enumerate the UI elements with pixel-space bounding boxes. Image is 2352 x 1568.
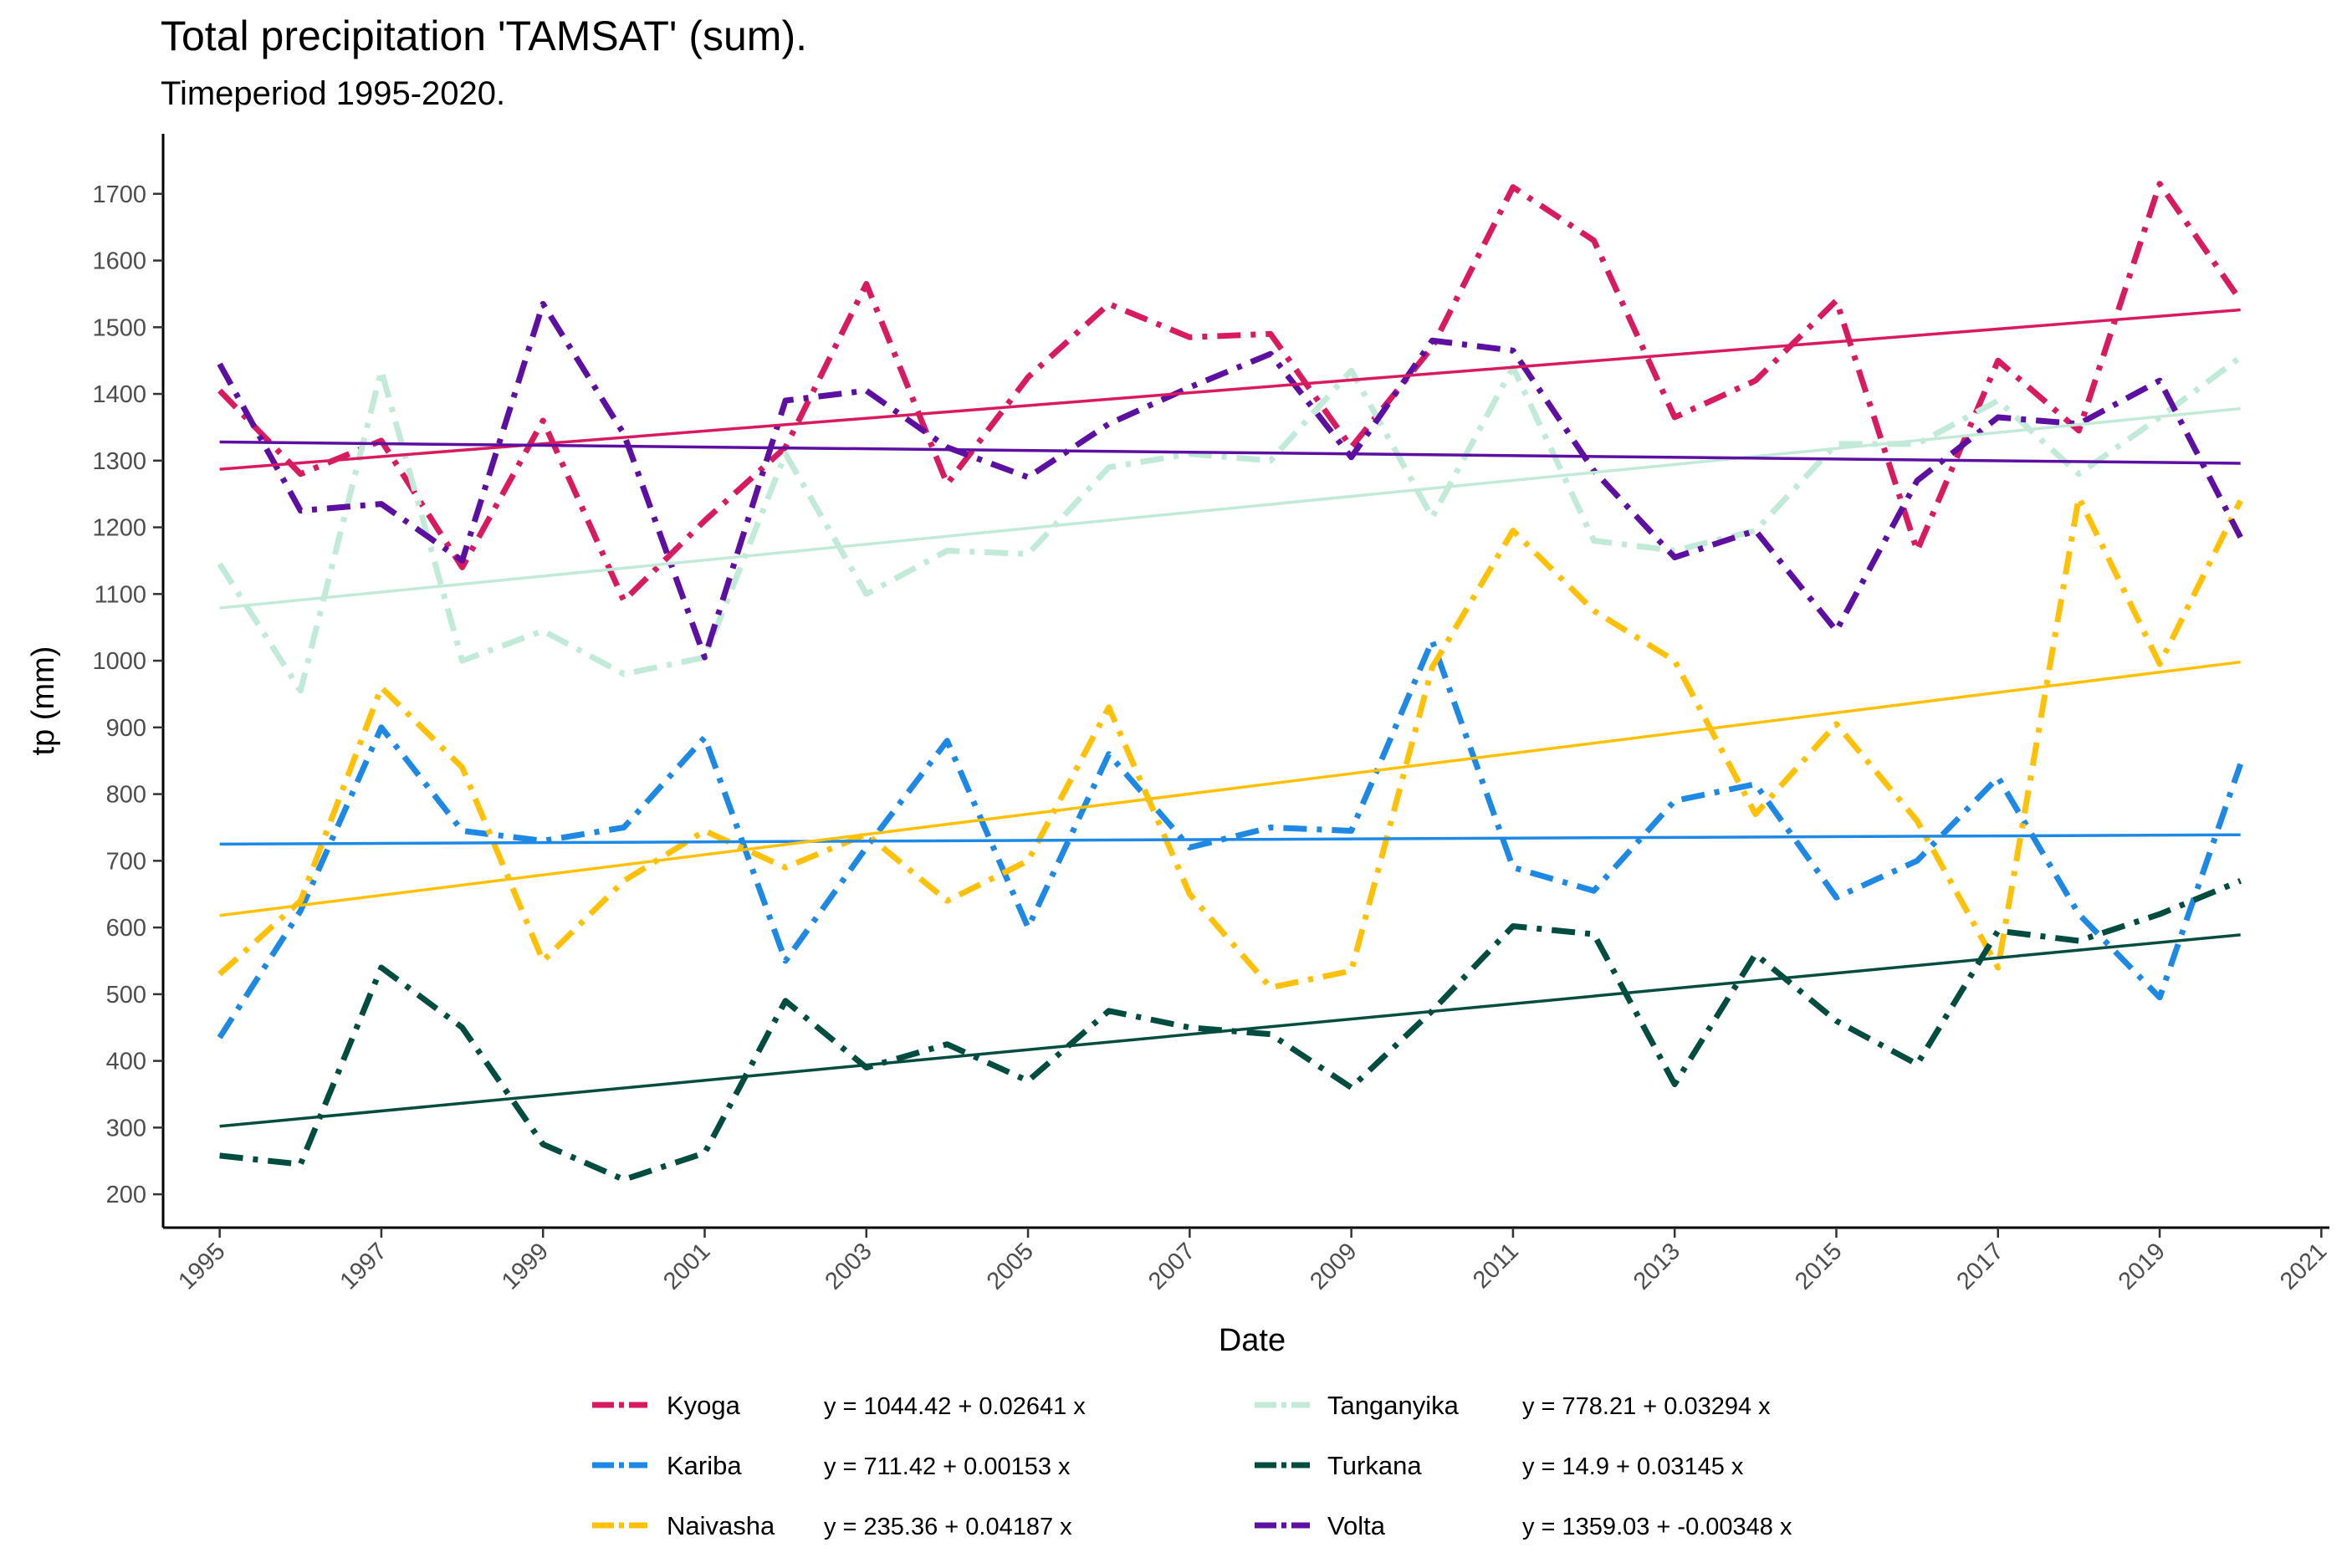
y-tick-label: 600 (106, 915, 146, 942)
trend-layer (219, 308, 2241, 1128)
legend-label: Kariba (667, 1451, 742, 1480)
x-tick-label: 2001 (658, 1238, 715, 1295)
y-tick-label: 900 (106, 715, 146, 742)
trend-line-turkana (219, 933, 2241, 1128)
legend-label: Volta (1327, 1511, 1386, 1540)
trend-line-kyoga (219, 308, 2241, 471)
x-tick-label: 1997 (335, 1238, 392, 1295)
y-tick-label: 700 (106, 848, 146, 875)
y-tick-label: 1000 (92, 648, 146, 675)
x-tick-label: 2021 (2275, 1238, 2332, 1295)
trend-line-kariba (219, 833, 2241, 846)
y-tick-label: 1200 (92, 515, 146, 542)
x-tick-label: 1999 (497, 1238, 554, 1295)
x-tick-label: 2003 (820, 1238, 877, 1295)
legend-equation: y = 711.42 + 0.00153 x (824, 1453, 1071, 1480)
y-tick-label: 400 (106, 1049, 146, 1075)
x-tick-label: 2015 (1790, 1238, 1847, 1295)
x-tick-label: 2013 (1629, 1238, 1685, 1295)
legend-equation: y = 1359.03 + -0.00348 x (1522, 1514, 1792, 1540)
legend-equation: y = 14.9 + 0.03145 x (1522, 1453, 1744, 1480)
y-tick-label: 1500 (92, 314, 146, 341)
y-tick-label: 800 (106, 782, 146, 809)
series-line-turkana (219, 878, 2242, 1183)
y-ticks: 200 300 400 500 600 700 800 900 1000 1100 1200 1300… (92, 181, 163, 1208)
series-line-kyoga (217, 181, 2243, 604)
legend-label: Naivasha (667, 1511, 775, 1540)
y-tick-label: 1600 (92, 248, 146, 275)
x-tick-label: 2009 (1305, 1238, 1362, 1295)
x-ticks: 1995 1997 1999 2001 2003 2005 2007 2009 2011 2013… (173, 1228, 2332, 1295)
y-axis-title: tp (mm) (26, 646, 61, 756)
chart-title: Total precipitation 'TAMSAT' (sum). (161, 13, 807, 59)
y-tick-label: 1300 (92, 448, 146, 475)
series-line-tanganyika (217, 355, 2242, 694)
x-tick-label: 2011 (1468, 1238, 1524, 1294)
legend-item-tanganyika: Tanganyika y = 778.21 + 0.03294 x (1255, 1391, 1771, 1420)
y-tick-label: 200 (106, 1182, 146, 1208)
legend-item-volta: Volta y = 1359.03 + -0.00348 x (1255, 1511, 1792, 1540)
legend-label: Turkana (1327, 1451, 1422, 1480)
x-tick-label: 2007 (1143, 1238, 1200, 1295)
x-axis-title: Date (1219, 1323, 1286, 1358)
x-tick-label: 2005 (982, 1238, 1039, 1295)
y-tick-label: 1700 (92, 181, 146, 208)
legend-item-kyoga: Kyoga y = 1044.42 + 0.02641 x (592, 1391, 1086, 1420)
legend-item-kariba: Kariba y = 711.42 + 0.00153 x (592, 1451, 1071, 1480)
y-tick-label: 1400 (92, 381, 146, 408)
trend-line-tanganyika (219, 406, 2241, 610)
series-layer (217, 181, 2244, 1183)
y-tick-label: 500 (106, 982, 146, 1009)
legend-equation: y = 235.36 + 0.04187 x (824, 1514, 1072, 1540)
series-line-volta (217, 300, 2243, 661)
legend: Kyoga y = 1044.42 + 0.02641 x Kariba y = 71… (592, 1391, 1792, 1540)
y-tick-label: 1100 (95, 581, 146, 608)
series-line-naivasha (217, 494, 2243, 991)
legend-item-naivasha: Naivasha y = 235.36 + 0.04187 x (592, 1511, 1072, 1540)
x-tick-label: 2019 (2114, 1238, 2170, 1295)
legend-equation: y = 778.21 + 0.03294 x (1522, 1393, 1771, 1420)
y-tick-label: 300 (106, 1115, 146, 1142)
trend-line-volta (219, 440, 2241, 465)
x-tick-label: 1995 (173, 1238, 230, 1295)
legend-label: Kyoga (667, 1391, 741, 1420)
legend-equation: y = 1044.42 + 0.02641 x (824, 1393, 1086, 1420)
legend-label: Tanganyika (1327, 1391, 1460, 1420)
trend-line-naivasha (219, 660, 2241, 917)
x-tick-label: 2017 (1951, 1238, 2008, 1295)
chart-subtitle: Timeperiod 1995-2020. (161, 75, 505, 112)
legend-item-turkana: Turkana y = 14.9 + 0.03145 x (1255, 1451, 1744, 1480)
